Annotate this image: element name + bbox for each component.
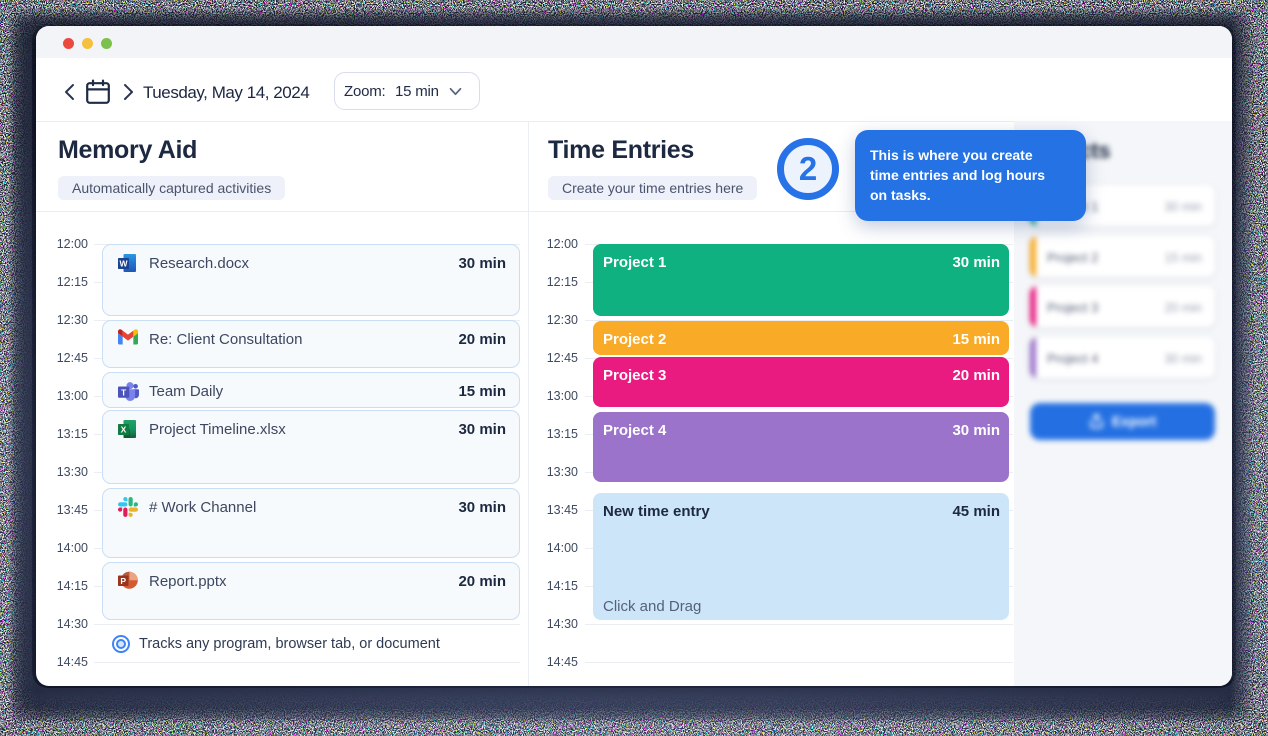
svg-text:T: T [121,387,127,397]
svg-text:P: P [120,576,126,586]
svg-text:X: X [121,425,127,435]
svg-text:W: W [119,259,128,269]
